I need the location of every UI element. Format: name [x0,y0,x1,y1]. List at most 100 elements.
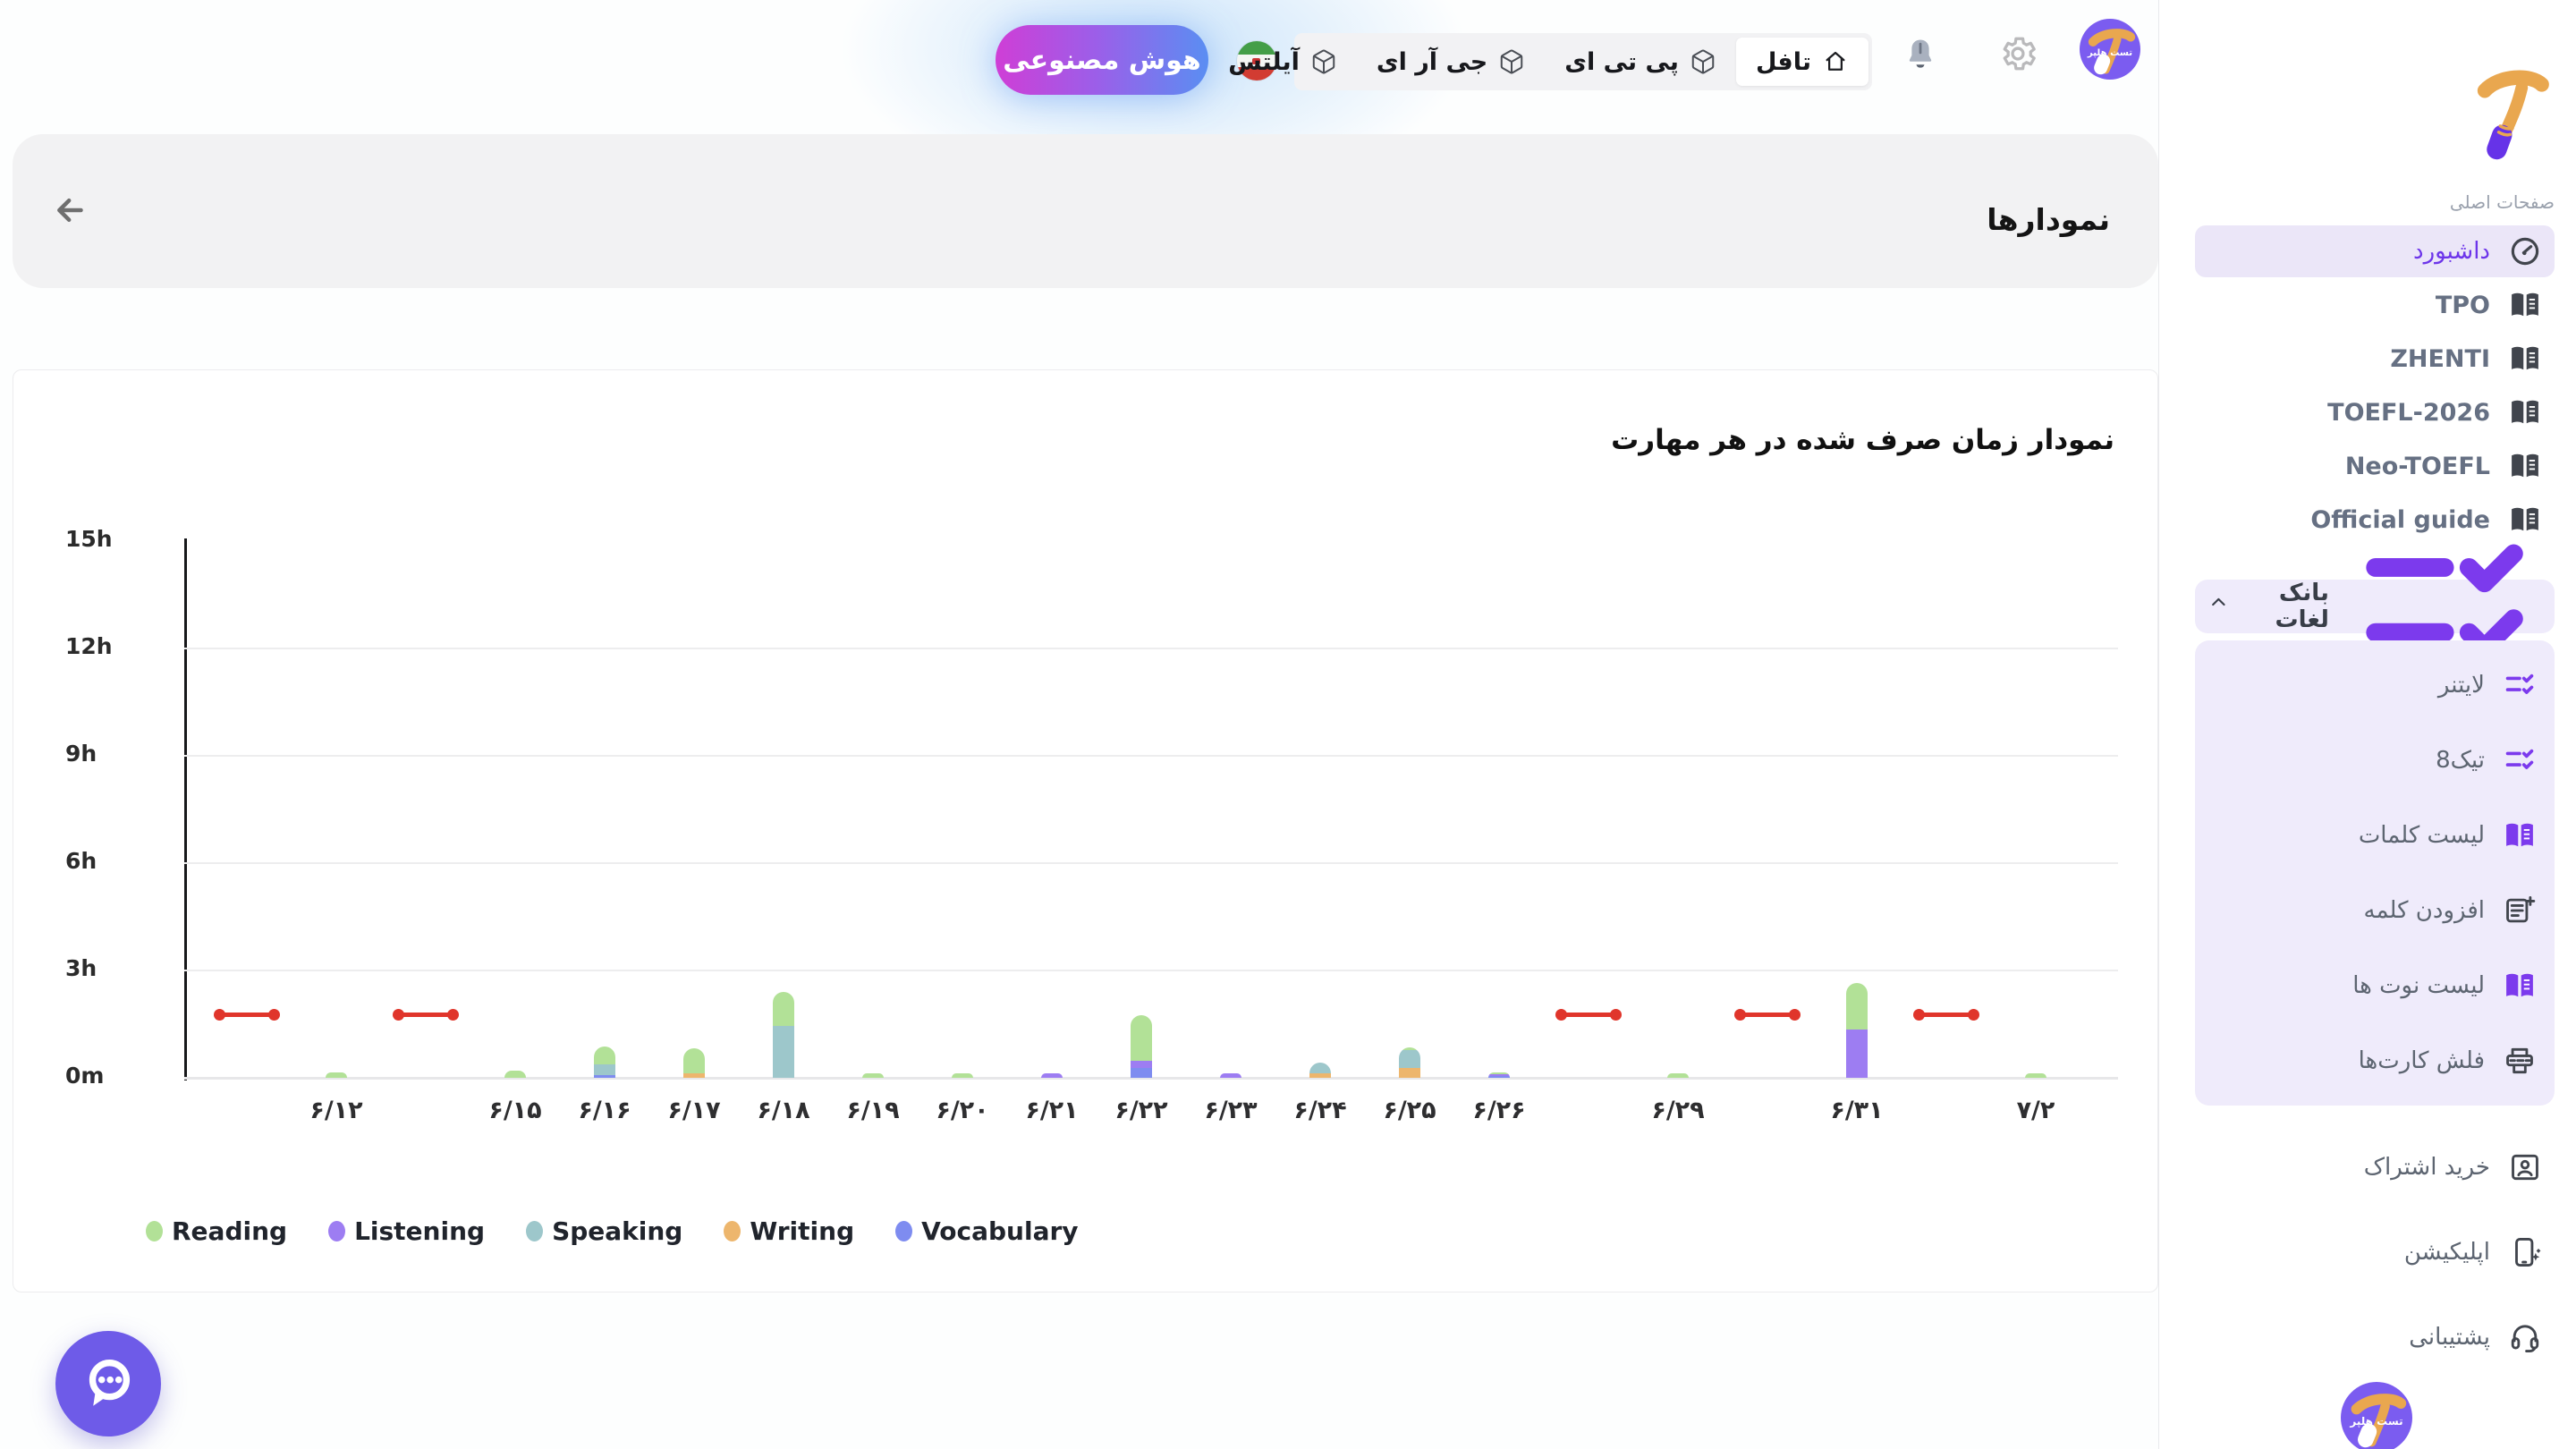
chart-bar-۶/۲۱[interactable] [1041,1073,1063,1078]
goal-marker [1734,1008,1801,1021]
chart-bar-۶/۲۲[interactable] [1131,1015,1152,1078]
legend-item-listening[interactable]: Listening [328,1216,485,1246]
user-avatar[interactable]: تست هلپر [2080,19,2140,80]
sidebar-footer-item-1[interactable]: اپلیکیشن [2195,1225,2555,1279]
chart-bar-۶/۱۷[interactable] [683,1048,705,1078]
bar-segment-listening [1131,1060,1152,1068]
x-axis-line [184,1077,2118,1080]
bar-segment-reading [504,1071,526,1078]
bar-segment-reading [1846,983,1868,1030]
bar-segment-vocabulary [594,1074,615,1078]
tab-0[interactable]: تافل [1735,38,1868,86]
goal-marker-dot [1610,1008,1622,1021]
chart-bar-۶/۱۹[interactable] [862,1073,884,1078]
tab-label: آیلتس [1228,47,1300,76]
bar-segment-reading [2025,1073,2046,1078]
bar-segment-vocabulary [1131,1067,1152,1078]
bar-segment-reading [862,1073,884,1078]
sidebar-item-zhenti[interactable]: ZHENTI [2195,333,2555,385]
support-chat-button[interactable] [55,1331,161,1436]
goal-marker-line [397,1012,454,1017]
sidebar-item-word-bank[interactable]: بانک لغات [2195,544,2555,657]
chart-bar-۷/۲[interactable] [2025,1073,2046,1078]
sidebar-item-neo-toefl[interactable]: Neo-TOEFL [2195,440,2555,492]
gridline [184,648,2118,649]
chart-bar-۶/۲۰[interactable] [952,1073,973,1078]
sidebar-item-toefl-2026[interactable]: TOEFL-2026 [2195,386,2555,438]
back-arrow-button[interactable] [47,188,93,234]
legend-item-reading[interactable]: Reading [146,1216,287,1246]
chart-bar-۶/۲۳[interactable] [1220,1073,1241,1078]
goal-marker-dot [268,1008,280,1021]
bar-segment-reading [1667,1073,1689,1078]
sidebar-item-tpo[interactable]: TPO [2195,279,2555,331]
chart-bar-۶/۱۸[interactable] [773,992,794,1078]
tab-1[interactable]: پی تی ای [1545,38,1736,86]
sidebar-wordbank-item-3[interactable]: افزودن کلمه [2200,879,2549,942]
sidebar-wordbank-item-0[interactable]: لایتنر [2200,654,2549,716]
chart-bar-۶/۲۶[interactable] [1488,1072,1510,1078]
flag-emblem [1252,58,1260,64]
x-tick-label: ۶/۲۱ [1025,1097,1079,1124]
brand-logo-bottom: تست هلپر [2341,1382,2412,1449]
sidebar-wordbank-item-2[interactable]: لیست کلمات [2200,804,2549,867]
x-tick-label: ۶/۱۷ [667,1097,721,1124]
cube-icon [1690,48,1716,75]
gridline [184,755,2118,757]
book-icon [2508,503,2542,537]
y-tick-label: 3h [65,955,97,981]
sidebar-item-label: داشبورد [2413,238,2490,265]
bar-segment-reading [773,992,794,1026]
brand-logo-small: تست هلپر [2087,29,2136,75]
chart-bar-۶/۱۶[interactable] [594,1046,615,1078]
bar-segment-listening [1220,1073,1241,1078]
gear-icon[interactable] [1997,33,2038,74]
goal-marker-dot [1968,1008,1979,1021]
legend-item-vocabulary[interactable]: Vocabulary [895,1216,1079,1246]
sidebar-item-official-guide[interactable]: Official guide [2195,494,2555,546]
x-tick-label: ۶/۲۴ [1293,1097,1347,1124]
sidebar-wordbank-item-4[interactable]: لیست نوت ها [2200,954,2549,1017]
tab-3[interactable]: آیلتس [1208,38,1357,86]
brand-logo [2477,70,2549,160]
x-tick-label: ۶/۳۱ [1830,1097,1884,1124]
note-add-icon [2503,894,2537,928]
x-tick-label: ۶/۱۸ [757,1097,810,1124]
legend-item-speaking[interactable]: Speaking [526,1216,682,1246]
sidebar-item-داشبورد[interactable]: داشبورد [2195,225,2555,277]
bell-icon[interactable] [1902,36,1939,73]
ai-button[interactable]: هوش مصنوعی [996,25,1208,95]
page-title: نمودارها [1987,202,2110,238]
home-icon [1822,48,1849,75]
sidebar-item-label: لیست نوت ها [2352,972,2485,999]
chart-bar-۶/۳۱[interactable] [1846,983,1868,1078]
sidebar-footer-item-0[interactable]: خرید اشتراک [2195,1140,2555,1194]
chart-bar-۶/۲۹[interactable] [1667,1073,1689,1078]
legend-dot [526,1221,544,1241]
brand-name: تست هلپر [2349,1415,2402,1428]
bar-segment-vocabulary [1488,1075,1510,1078]
chart-bar-۶/۲۴[interactable] [1309,1063,1331,1078]
tab-2[interactable]: جی آر ای [1357,38,1545,86]
goal-marker [1555,1008,1622,1021]
legend-dot [724,1221,741,1241]
legend-label: Writing [750,1216,855,1246]
sidebar-wordbank-item-5[interactable]: فلش کارت‌ها [2200,1030,2549,1092]
sidebar-wordbank-item-1[interactable]: تیک8 [2200,729,2549,792]
bar-segment-reading [594,1046,615,1064]
chart-bar-۶/۱۵[interactable] [504,1071,526,1078]
sidebar-item-label: لیست کلمات [2358,822,2485,849]
legend-label: Speaking [552,1216,683,1246]
iran-flag-icon[interactable] [1237,41,1276,80]
sidebar: صفحات اصلی داشبورد TPO ZHENTI TOEFL-2026 Neo… [2158,0,2576,1449]
goal-marker [214,1008,280,1021]
sidebar-item-label: فلش کارت‌ها [2358,1047,2485,1074]
sidebar-footer-item-2[interactable]: پشتیبانی [2195,1310,2555,1364]
sidebar-section-label: صفحات اصلی [2449,191,2555,213]
chart-bar-۶/۱۲[interactable] [326,1072,347,1078]
sidebar-main-items: داشبورد TPO ZHENTI TOEFL-2026 Neo-TOEFL Offic… [2195,225,2555,547]
chart-bar-۶/۲۵[interactable] [1399,1047,1420,1078]
legend-item-writing[interactable]: Writing [724,1216,854,1246]
legend-label: Listening [354,1216,486,1246]
